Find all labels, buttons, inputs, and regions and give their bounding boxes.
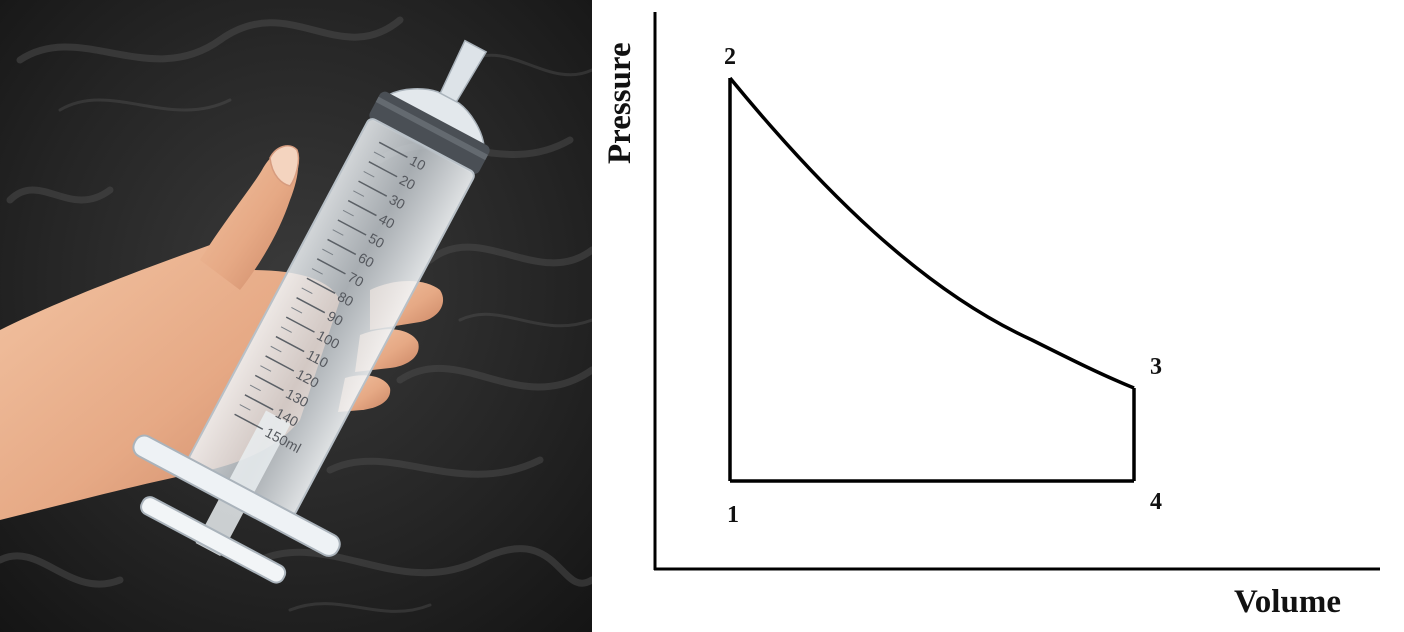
syringe-scale-label: 60 — [356, 249, 377, 271]
fabric-highlights — [58, 53, 592, 613]
syringe-scale-minor-tick — [270, 345, 282, 353]
syringe-flange — [132, 434, 341, 557]
syringe-scale-tick — [285, 316, 315, 333]
syringe-scale-minor-tick — [280, 326, 292, 333]
syringe-scale-tick — [234, 413, 264, 430]
syringe-plunger-end — [140, 496, 287, 584]
syringe-scale-minor-tick — [353, 190, 365, 197]
syringe-scale-tick — [358, 180, 388, 197]
syringe-scale-tick — [244, 394, 274, 411]
syringe-scale-minor-tick — [260, 365, 272, 372]
syringe-scale-minor-tick — [311, 268, 323, 275]
cycle-process-2-3 — [728, 76, 1135, 390]
syringe-scale-label: 80 — [335, 288, 356, 310]
syringe-scale-label: 20 — [397, 172, 418, 194]
syringe-scale-tick — [316, 258, 346, 275]
syringe-scale-tick — [347, 199, 377, 217]
syringe-scale-tick — [306, 277, 336, 294]
syringe-scale-tick — [337, 219, 367, 236]
syringe-scale-minor-tick — [301, 287, 313, 295]
syringe-scale-tick — [296, 297, 326, 314]
syringe-photo: 10 20 30 40 50 60 70 80 90 100 110 120 130 140 150ml — [0, 0, 592, 632]
syringe-scale-label: 90 — [325, 308, 346, 330]
syringe-scale-label: 30 — [387, 191, 408, 213]
syringe-scale-label: 50 — [366, 230, 387, 252]
syringe-scale-minor-tick — [342, 209, 354, 217]
point-label-2: 2 — [724, 44, 736, 70]
syringe-scale-minor-tick — [373, 151, 385, 159]
point-label-4: 4 — [1150, 489, 1162, 515]
syringe-scale-minor-tick — [249, 384, 261, 392]
syringe-scale-minor-tick — [322, 248, 334, 256]
pv-diagram-svg: Pressure Volume 1 2 3 4 — [602, 12, 1380, 620]
y-axis-label: Pressure — [602, 42, 638, 164]
hand-thumb — [200, 148, 299, 290]
syringe-scale-tick — [254, 374, 284, 392]
syringe-scale-minor-tick — [291, 306, 303, 314]
syringe-scale-tick — [368, 161, 398, 178]
syringe-scale-minor-tick — [239, 404, 251, 411]
syringe-scale-tick — [378, 141, 408, 158]
syringe-scale-minor-tick — [363, 170, 375, 178]
syringe-scale-label: 10 — [407, 152, 428, 174]
point-label-1: 1 — [727, 502, 739, 528]
syringe-scale-label: 40 — [376, 210, 397, 232]
syringe-plunger-rod — [195, 410, 291, 557]
pv-diagram: Pressure Volume 1 2 3 4 — [592, 0, 1404, 632]
syringe-scale-label: 70 — [345, 269, 366, 291]
hand-thumbnail — [269, 145, 300, 187]
syringe-scale-tick — [327, 238, 357, 256]
syringe-scale-tick — [265, 355, 295, 372]
x-axis-label: Volume — [1234, 584, 1341, 620]
syringe-scale-minor-tick — [332, 229, 344, 236]
syringe-scale-tick — [275, 335, 305, 353]
point-label-3: 3 — [1150, 354, 1162, 380]
